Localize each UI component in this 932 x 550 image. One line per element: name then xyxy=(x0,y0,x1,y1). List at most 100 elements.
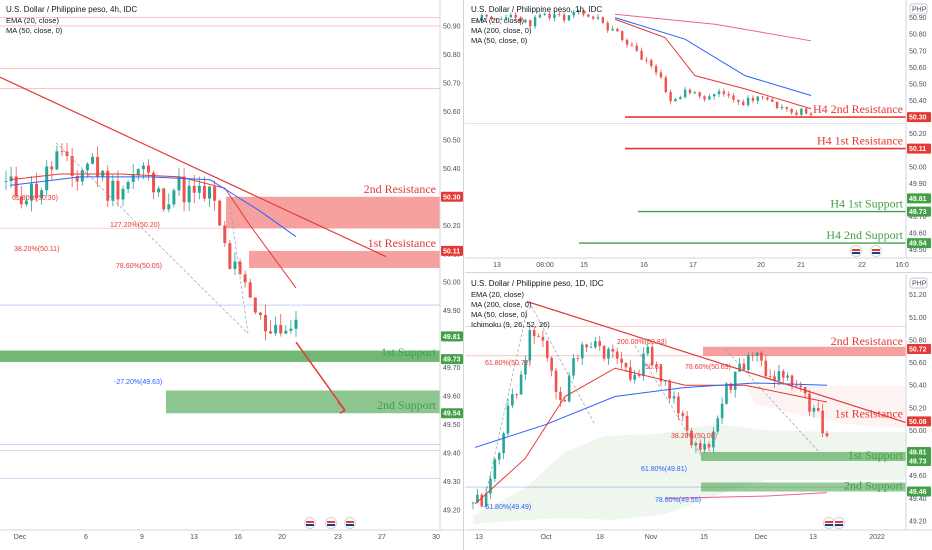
arrow-head xyxy=(337,401,346,411)
candle-body xyxy=(738,363,741,372)
candle-body xyxy=(664,77,667,93)
candle-body xyxy=(685,415,689,431)
y-tick: 50.60 xyxy=(909,360,927,367)
chart-1h[interactable]: H4 2nd Resistance H4 1st Resistance H4 1st… xyxy=(465,0,932,273)
price-tag-label: 49.81 xyxy=(443,334,461,341)
chart-title: U.S. Dollar / Philippine peso, 1D, IDC xyxy=(471,279,604,288)
chart-4h-panel[interactable]: 2nd Resistance 1st Resistance 1st Support 2… xyxy=(0,0,464,550)
fib-label: 61.80%(49.81) xyxy=(641,466,687,473)
candle-body xyxy=(524,19,527,23)
price-tag xyxy=(907,446,931,457)
candle-body xyxy=(515,394,519,396)
flag-stripe xyxy=(327,524,335,526)
candle-body xyxy=(808,393,811,412)
y-tick: 50.60 xyxy=(443,109,461,116)
y-tick: 49.90 xyxy=(909,181,927,188)
candle-body xyxy=(4,181,8,182)
candle-body xyxy=(764,360,768,377)
candle-body xyxy=(202,185,206,199)
y-tick: 49.60 xyxy=(909,231,927,238)
candle-body xyxy=(213,186,217,201)
candle-body xyxy=(562,14,566,21)
price-tag xyxy=(907,193,931,204)
candle-body xyxy=(14,176,18,197)
price-tag-label: 50.11 xyxy=(909,146,926,153)
candle-body xyxy=(504,17,508,19)
price-tag-label: 49.54 xyxy=(443,411,461,418)
x-tick: 17 xyxy=(689,262,697,269)
fib-label: 38.20%(50.11) xyxy=(14,246,59,253)
flag-stripe xyxy=(825,521,833,523)
candle-body xyxy=(70,156,74,177)
legend-entry: MA (50, close, 0) xyxy=(471,310,528,319)
candle-body xyxy=(777,371,781,381)
candle-body xyxy=(633,374,637,380)
y-tick: 49.20 xyxy=(443,508,461,515)
candle-body xyxy=(90,156,94,164)
candle-body xyxy=(238,261,242,275)
y-tick: 49.60 xyxy=(443,394,461,401)
candle-body xyxy=(495,18,498,20)
y-tick: 50.90 xyxy=(443,23,461,30)
candle-body xyxy=(625,39,629,45)
candle-body xyxy=(601,17,605,23)
candle-body xyxy=(480,494,484,507)
candle-body xyxy=(646,346,650,354)
candle-body xyxy=(616,28,619,32)
x-tick: Nov xyxy=(645,534,658,541)
candle-body xyxy=(192,185,196,193)
candle-body xyxy=(790,108,793,113)
price-tag xyxy=(907,112,931,123)
fib-label: 200.00%(50.83) xyxy=(617,339,667,346)
candle-body xyxy=(602,346,606,359)
y-tick: 51.00 xyxy=(909,315,927,322)
candle-body xyxy=(659,365,663,382)
x-tick: 27 xyxy=(378,534,386,541)
candle-body xyxy=(790,375,794,386)
level-label: H4 1st Support xyxy=(830,197,903,211)
y-tick: 50.00 xyxy=(909,164,927,171)
candle-body xyxy=(821,410,824,434)
level-label: H4 2nd Support xyxy=(826,228,903,242)
ema-line xyxy=(614,18,812,110)
flag-stripe xyxy=(346,521,354,523)
candle-body xyxy=(780,107,784,109)
candle-body xyxy=(607,348,610,359)
candle-body xyxy=(795,385,798,387)
candle-body xyxy=(690,430,693,446)
candle-body xyxy=(40,190,44,199)
flag-stripe xyxy=(327,521,335,523)
x-tick: 23 xyxy=(334,534,342,541)
level-label: 2nd Support xyxy=(844,479,904,493)
chart-1h-panel[interactable]: H4 2nd Resistance H4 1st Resistance H4 1st… xyxy=(465,0,932,273)
candle-body xyxy=(775,101,779,109)
candle-body xyxy=(698,92,701,97)
candle-body xyxy=(716,418,720,432)
candle-body xyxy=(812,408,816,412)
candle-body xyxy=(712,431,715,448)
candle-body xyxy=(751,97,755,101)
y-tick: 49.90 xyxy=(443,308,461,315)
support-zone xyxy=(701,482,906,492)
y-tick: 50.00 xyxy=(909,428,927,435)
chart-1d[interactable]: 2nd Resistance 1st Resistance 1st Support 2… xyxy=(465,274,932,550)
candle-body xyxy=(116,180,120,200)
candle-body xyxy=(645,59,648,61)
candle-body xyxy=(538,14,542,18)
candle-body xyxy=(624,362,628,368)
price-tag-label: 49.81 xyxy=(909,449,927,456)
candle-body xyxy=(258,312,262,316)
candle-body xyxy=(208,186,212,199)
candle-body xyxy=(766,97,769,100)
candle-body xyxy=(554,370,558,392)
candle-body xyxy=(284,330,288,334)
ema-line xyxy=(9,173,297,289)
projection-arrow xyxy=(295,341,346,411)
y-tick: 50.40 xyxy=(909,98,927,105)
chart-4h[interactable]: 2nd Resistance 1st Resistance 1st Support 2… xyxy=(0,0,464,550)
x-tick: 22 xyxy=(858,262,866,269)
candle-body xyxy=(567,375,571,402)
candle-body xyxy=(45,166,49,191)
candle-body xyxy=(650,346,654,365)
chart-1d-panel[interactable]: 2nd Resistance 1st Resistance 1st Support 2… xyxy=(465,274,932,550)
